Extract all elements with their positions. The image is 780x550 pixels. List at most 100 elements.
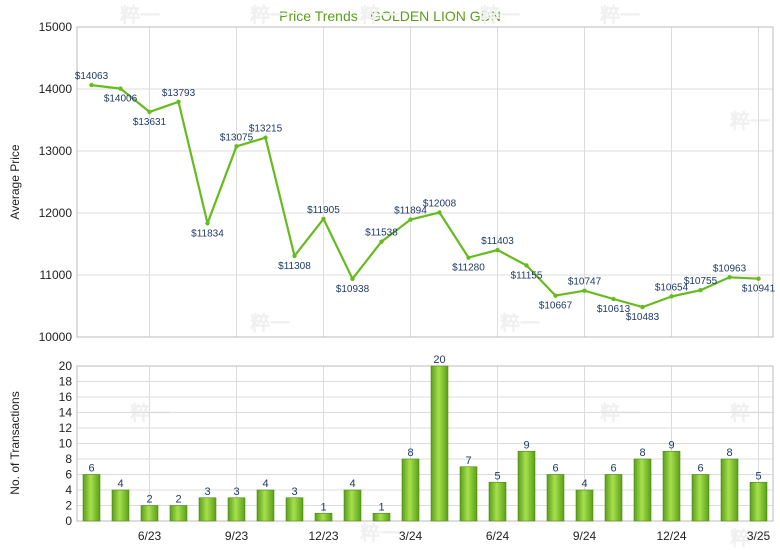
price-data-label: $10963 [713,263,747,274]
price-data-label: $13793 [162,88,196,99]
price-series [89,82,761,310]
transactions-bar [343,489,362,522]
transactions-y-tick-label: 12 [59,421,73,435]
transactions-y-tick-label: 18 [59,375,73,389]
price-point [118,86,123,91]
transactions-data-label: 4 [117,478,123,490]
watermark-text: 粹一 [730,109,770,133]
price-data-label: $11834 [191,228,224,239]
price-point [698,287,703,293]
watermark-text: 粹一 [360,521,400,545]
price-point [756,276,761,281]
price-point [89,82,94,88]
transactions-bar [401,458,420,522]
x-tick-label: 12/24 [656,529,686,543]
price-point [495,247,500,253]
transactions-data-label: 6 [552,463,558,475]
x-tick-label: 6/23 [138,529,162,543]
price-data-label: $14063 [75,71,109,82]
transactions-y-tick-label: 20 [59,359,73,373]
price-data-label: $10755 [684,276,718,287]
x-axis: 6/23 9/23 12/23 3/24 6/24 9/24 12/24 3/25 [138,529,771,543]
price-data-label: $10747 [568,277,602,288]
price-data-label: $13631 [133,117,167,128]
transactions-bar [488,481,507,522]
price-y-tick-label: 10000 [39,330,73,344]
price-data-label: $11894 [394,206,427,217]
transactions-y-axis-title: No. of Transactions [8,391,22,494]
price-y-tick-label: 15000 [39,20,73,34]
transactions-data-label: 6 [697,463,703,475]
transactions-bar [314,512,333,522]
price-data-label: $11403 [481,236,514,247]
x-tick-label: 9/24 [573,529,597,543]
price-y-tick-label: 13000 [39,144,73,158]
watermark-text: 粹一 [360,3,400,27]
price-point [640,304,645,310]
price-point [437,210,442,215]
price-data-label: $11905 [307,205,340,216]
transactions-bar [720,458,739,522]
price-y-axis: 10000 11000 12000 13000 14000 15000 [39,20,73,344]
transactions-data-labels: 6 4 2 2 3 3 4 3 1 4 1 8 20 7 5 9 6 4 6 8 9 6 8 5 [88,354,761,513]
transactions-y-tick-label: 14 [59,406,73,420]
transactions-data-label: 1 [378,501,384,513]
transactions-data-label: 5 [755,470,761,482]
transactions-bar [749,481,768,522]
transactions-data-label: 8 [407,447,413,459]
transactions-y-tick-label: 6 [65,468,72,482]
price-point [205,221,210,226]
transactions-bar [633,458,652,522]
price-data-label: $10941 [742,284,776,295]
transactions-data-label: 1 [320,501,326,513]
transactions-data-label: 4 [349,478,355,490]
price-data-label: $11155 [511,270,543,281]
price-data-label: $10483 [626,312,660,323]
price-line [91,84,759,309]
x-tick-label: 12/23 [308,529,338,543]
transactions-bar [459,466,478,522]
transactions-bar [111,489,130,522]
price-y-tick-label: 14000 [39,82,73,96]
price-point [350,276,355,282]
transactions-data-label: 8 [639,447,645,459]
price-point [263,135,268,140]
price-point [408,217,413,222]
transactions-bar [227,497,246,522]
transactions-bar [256,489,275,522]
transactions-data-label: 3 [204,486,210,498]
transactions-data-label: 6 [88,463,94,475]
transactions-data-label: 8 [726,447,732,459]
price-point [727,275,732,280]
x-tick-label: 3/24 [399,529,423,543]
transactions-data-label: 9 [523,439,529,451]
chart-title: Price Trends - GOLDEN LION GDN [279,8,501,24]
transactions-data-label: 2 [146,494,152,506]
price-point [379,239,384,244]
price-point [669,294,674,299]
transactions-data-label: 6 [610,463,616,475]
price-point [147,109,152,115]
x-tick-label: 3/25 [747,529,771,543]
watermark-text: 粹一 [250,311,290,335]
transactions-bar [662,450,681,522]
price-point [176,99,181,105]
transactions-data-label: 9 [668,439,674,451]
price-point [553,293,558,298]
price-data-labels: $14063 $14006 $13631 $13793 $11834 $13075$132… [75,71,776,323]
price-y-tick-label: 11000 [40,268,73,282]
transactions-data-label: 3 [291,486,297,498]
transactions-bar [546,474,565,522]
transactions-data-label: 2 [175,494,181,506]
transactions-plot-frame [76,365,774,522]
transactions-bar [285,497,304,522]
price-point [321,216,326,222]
transactions-data-label: 4 [262,478,268,490]
transactions-bar [575,489,594,522]
transactions-bar [198,497,217,522]
transactions-bar [82,474,101,522]
x-tick-label: 9/23 [225,529,249,543]
price-data-label: $10654 [655,282,689,293]
watermark-text: 粹一 [250,3,290,27]
